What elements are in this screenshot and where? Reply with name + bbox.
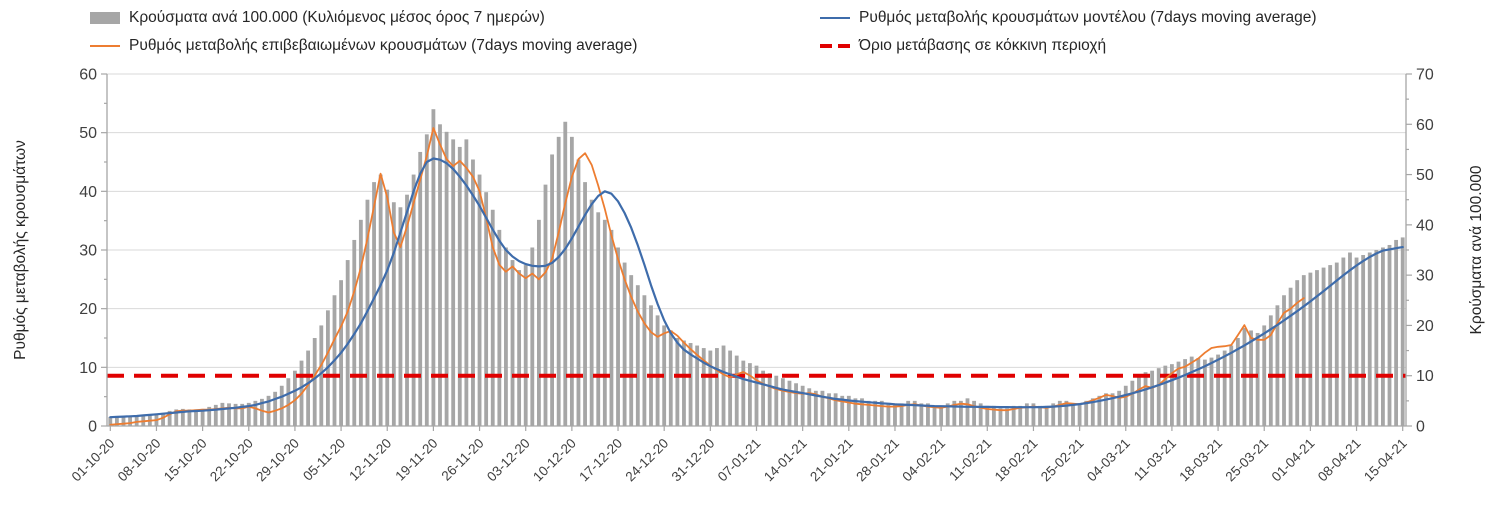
x-axis-ticks-and-date-labels: 01-10-2008-10-2015-10-2022-10-2029-10-20… (69, 426, 1410, 484)
orange-line-swatch-icon (90, 44, 120, 47)
svg-text:04-03-21: 04-03-21 (1084, 436, 1133, 485)
svg-text:70: 70 (1416, 67, 1434, 84)
svg-text:11-02-21: 11-02-21 (946, 436, 994, 484)
legend-label-model-rate: Ρυθμός μεταβολής κρουσμάτων μοντέλου (7d… (859, 9, 1317, 26)
legend-item-cases-per-100k: Κρούσματα ανά 100.000 (Κυλιόμενος μέσος … (90, 10, 545, 26)
svg-text:17-12-20: 17-12-20 (576, 436, 625, 485)
legend-label-cases-per-100k: Κρούσματα ανά 100.000 (Κυλιόμενος μέσος … (129, 9, 545, 26)
svg-text:04-02-21: 04-02-21 (899, 436, 948, 485)
svg-text:01-04-21: 01-04-21 (1269, 436, 1318, 485)
svg-text:18-03-21: 18-03-21 (1176, 436, 1225, 485)
svg-text:30: 30 (1416, 268, 1434, 285)
svg-text:30: 30 (79, 243, 97, 260)
model-rate-line (109, 157, 1404, 419)
svg-text:31-12-20: 31-12-20 (669, 436, 718, 485)
svg-text:50: 50 (79, 125, 97, 142)
svg-text:07-01-21: 07-01-21 (715, 436, 764, 485)
svg-text:21-01-21: 21-01-21 (807, 436, 856, 485)
svg-text:08-04-21: 08-04-21 (1315, 436, 1364, 485)
legend-label-confirmed-rate: Ρυθμός μεταβολής επιβεβαιωμένων κρουσμάτ… (129, 37, 638, 54)
svg-text:11-03-21: 11-03-21 (1131, 436, 1179, 484)
legend-item-model-rate: Ρυθμός μεταβολής κρουσμάτων μοντέλου (7d… (820, 10, 1317, 26)
legend-label-red-zone-threshold: Όριο μετάβασης σε κόκκινη περιοχή (859, 37, 1107, 54)
svg-text:25-03-21: 25-03-21 (1223, 436, 1272, 485)
svg-text:60: 60 (1416, 117, 1434, 134)
horizontal-gridlines (107, 73, 1406, 368)
svg-text:05-11-20: 05-11-20 (300, 436, 348, 484)
legend-item-red-zone-threshold: Όριο μετάβασης σε κόκκινη περιοχή (820, 38, 1106, 54)
svg-text:01-10-20: 01-10-20 (69, 436, 118, 485)
svg-text:08-10-20: 08-10-20 (115, 436, 164, 485)
blue-line-swatch-icon (820, 16, 850, 19)
svg-text:12-11-20: 12-11-20 (346, 436, 394, 484)
svg-text:40: 40 (79, 184, 97, 201)
bar-swatch-icon (90, 11, 120, 24)
svg-text:0: 0 (1416, 419, 1425, 436)
svg-text:10-12-20: 10-12-20 (530, 436, 579, 485)
svg-text:26-11-20: 26-11-20 (439, 436, 487, 484)
svg-text:10: 10 (1416, 368, 1434, 385)
svg-text:28-01-21: 28-01-21 (853, 436, 902, 485)
svg-text:40: 40 (1416, 217, 1434, 234)
svg-text:60: 60 (79, 67, 97, 84)
svg-text:50: 50 (1416, 167, 1434, 184)
left-axis-ticks-and-labels: 0 10 20 30 40 50 60 (79, 67, 107, 436)
svg-text:0: 0 (88, 419, 97, 436)
svg-text:20: 20 (1416, 318, 1434, 335)
svg-text:19-11-20: 19-11-20 (392, 436, 440, 484)
svg-text:24-12-20: 24-12-20 (622, 436, 671, 485)
red-dash-swatch-icon (820, 43, 850, 48)
right-axis-ticks-and-labels: 0 10 20 30 40 50 60 70 (1406, 67, 1434, 436)
svg-text:18-02-21: 18-02-21 (992, 436, 1041, 485)
svg-text:14-01-21: 14-01-21 (761, 436, 810, 485)
svg-text:03-12-20: 03-12-20 (484, 436, 533, 485)
svg-text:10: 10 (79, 360, 97, 377)
svg-text:20: 20 (79, 301, 97, 318)
svg-text:29-10-20: 29-10-20 (253, 436, 302, 485)
svg-text:22-10-20: 22-10-20 (207, 436, 256, 485)
legend-item-confirmed-rate: Ρυθμός μεταβολής επιβεβαιωμένων κρουσμάτ… (90, 38, 637, 54)
svg-text:25-02-21: 25-02-21 (1038, 436, 1087, 485)
daily-case-bars (108, 109, 1405, 427)
svg-text:15-04-21: 15-04-21 (1361, 436, 1410, 485)
svg-text:15-10-20: 15-10-20 (161, 436, 210, 485)
